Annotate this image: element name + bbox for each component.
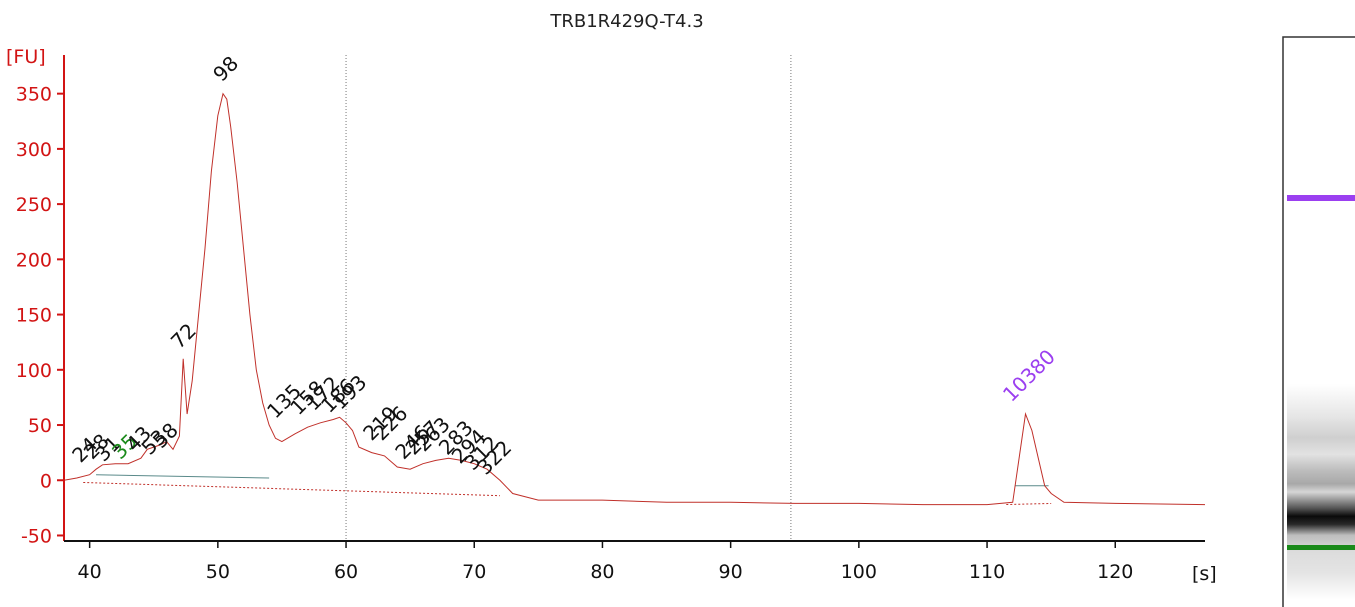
peak-baselines: [83, 474, 1052, 506]
y-axis-label: [FU]: [6, 46, 46, 68]
lower-marker-band: [1287, 545, 1355, 550]
gel-lane-image: [1282, 36, 1355, 607]
y-tick-label: 50: [28, 415, 52, 437]
baseline-dashed: [83, 481, 1052, 506]
y-axis-ticks: -50 0 50 100 150 200 250 300 350: [16, 84, 64, 547]
x-axis-label: [s]: [1192, 563, 1217, 585]
y-tick-label: 350: [16, 84, 52, 106]
upper-marker-band: [1287, 195, 1355, 201]
x-tick-label: 50: [206, 561, 230, 583]
peak-label: 10380: [998, 345, 1060, 407]
x-axis-ticks: 40 50 60 70 80 90 100 110 120: [78, 541, 1133, 583]
x-tick-label: 40: [78, 561, 102, 583]
y-tick-label: 100: [16, 360, 52, 382]
peak-labels: 2428313543535872981351581721861932192262…: [67, 51, 1060, 479]
x-tick-label: 80: [590, 561, 614, 583]
peak-label: 98: [208, 51, 243, 86]
y-tick-label: 150: [16, 305, 52, 327]
x-tick-label: 110: [969, 561, 1005, 583]
gel-lane-background: [1287, 60, 1355, 600]
vertical-markers: [345, 55, 792, 541]
x-tick-label: 100: [841, 561, 877, 583]
y-tick-label: 200: [16, 249, 52, 271]
x-tick-label: 60: [334, 561, 358, 583]
x-tick-label: 120: [1097, 561, 1133, 583]
y-tick-label: 0: [40, 470, 52, 492]
y-tick-label: -50: [21, 525, 52, 547]
chart-title: TRB1R429Q-T4.3: [549, 11, 703, 32]
peak-area-line: [96, 474, 270, 479]
y-tick-label: 300: [16, 139, 52, 161]
y-tick-label: 250: [16, 194, 52, 216]
fluorescence-trace: [63, 92, 1206, 506]
x-tick-label: 70: [462, 561, 486, 583]
x-tick-label: 90: [719, 561, 743, 583]
